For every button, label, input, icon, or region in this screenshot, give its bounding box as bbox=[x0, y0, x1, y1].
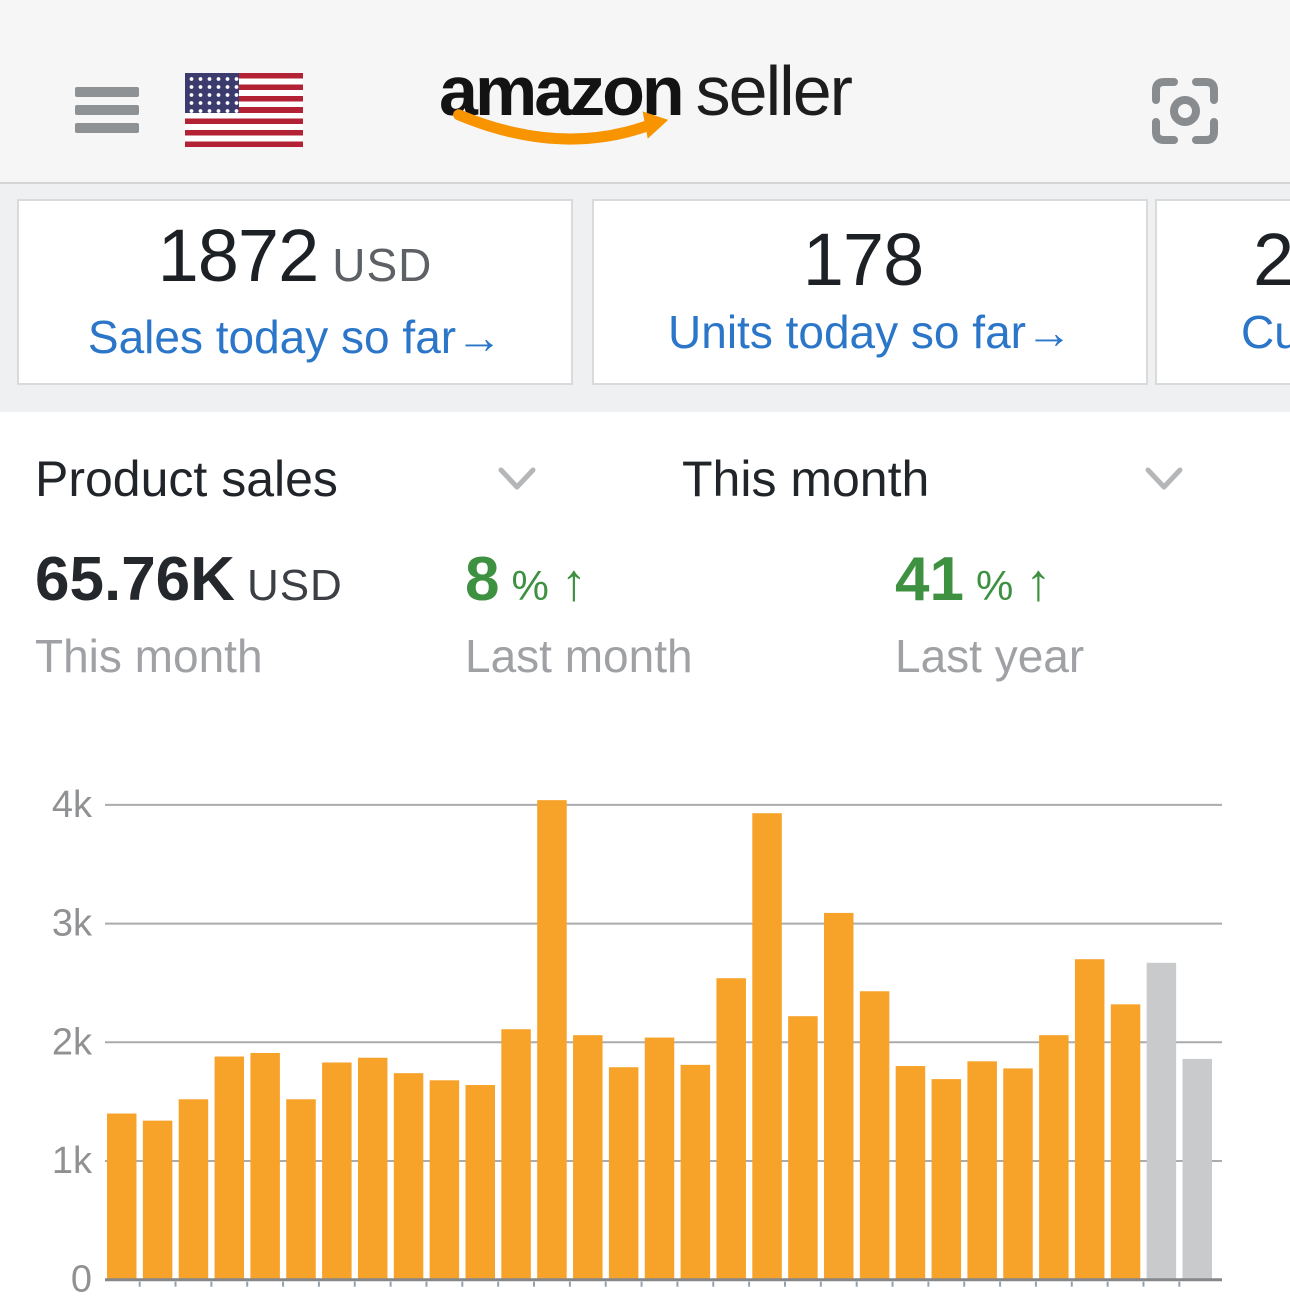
chart-bar[interactable] bbox=[895, 1066, 926, 1280]
svg-text:4k: 4k bbox=[52, 784, 93, 826]
stat-caption: This month bbox=[35, 630, 263, 682]
sales-bar-chart-svg: 0 1k 2k 3k 4k bbox=[52, 784, 1222, 1299]
chart-bar[interactable] bbox=[322, 1062, 352, 1280]
chart-bar[interactable] bbox=[501, 1029, 531, 1280]
chart-bar[interactable] bbox=[680, 1064, 711, 1280]
chart-bar[interactable] bbox=[1003, 1068, 1033, 1280]
chevron-down-icon[interactable] bbox=[1145, 467, 1183, 491]
arrow-right-icon: → bbox=[1025, 306, 1072, 358]
chart-bar[interactable] bbox=[859, 991, 890, 1280]
chart-bar[interactable] bbox=[142, 1120, 173, 1280]
chart-bar[interactable] bbox=[1074, 959, 1105, 1280]
sales-today-value: 1872 bbox=[157, 213, 320, 297]
chart-bar[interactable] bbox=[967, 1061, 997, 1280]
card-value-row: 2 bbox=[1241, 218, 1290, 301]
stat-this-month: 65.76K USD This month bbox=[35, 545, 343, 682]
third-card-value: 2 bbox=[1253, 218, 1290, 301]
chart-bar[interactable] bbox=[752, 813, 782, 1280]
brand-suffix-text: seller bbox=[695, 52, 853, 130]
third-card-link[interactable]: Cu bbox=[1241, 306, 1290, 358]
stat-caption: Last month bbox=[465, 630, 693, 682]
chart-bar[interactable] bbox=[1146, 962, 1177, 1280]
third-card-clipped[interactable]: 2 Cu bbox=[1155, 199, 1290, 385]
camera-scan-icon[interactable] bbox=[1148, 74, 1222, 148]
chart-bar[interactable] bbox=[429, 1080, 460, 1280]
units-today-value: 178 bbox=[802, 218, 924, 301]
chart-bar[interactable] bbox=[1110, 1004, 1141, 1280]
chart-bar[interactable] bbox=[788, 1016, 818, 1280]
svg-text:0: 0 bbox=[71, 1259, 92, 1294]
chart-bar[interactable] bbox=[465, 1085, 496, 1280]
chevron-down-icon[interactable] bbox=[498, 467, 536, 491]
amazon-seller-logo: amazon seller bbox=[439, 52, 853, 145]
stat-vs-last-year: 41 % ↑ Last year bbox=[895, 545, 1085, 682]
svg-text:1k: 1k bbox=[52, 1140, 93, 1182]
arrow-up-icon: ↑ bbox=[560, 554, 587, 612]
stat-unit: USD bbox=[246, 561, 343, 610]
chart-bar[interactable] bbox=[178, 1099, 209, 1280]
app-header: amazon seller bbox=[0, 0, 1290, 184]
sales-today-unit: USD bbox=[332, 238, 433, 291]
stat-caption: Last year bbox=[895, 630, 1085, 682]
chart-bar[interactable] bbox=[1182, 1058, 1213, 1280]
chart-bar[interactable] bbox=[824, 912, 854, 1280]
us-flag-icon[interactable] bbox=[185, 73, 303, 147]
svg-text:3k: 3k bbox=[52, 903, 93, 945]
card-value-row: 178 bbox=[802, 218, 937, 301]
percent-sign: % bbox=[511, 562, 549, 609]
daily-sales-chart[interactable]: 0 1k 2k 3k 4k bbox=[0, 760, 1290, 1299]
sales-today-card[interactable]: 1872 USD Sales today so far→ bbox=[17, 199, 573, 385]
chart-bar[interactable] bbox=[393, 1073, 424, 1280]
chart-bar[interactable] bbox=[716, 978, 746, 1280]
flag-canton bbox=[185, 73, 239, 113]
chart-bar[interactable] bbox=[573, 1035, 603, 1280]
hamburger-menu-icon[interactable] bbox=[75, 87, 139, 133]
svg-text:2k: 2k bbox=[52, 1021, 93, 1063]
sales-today-link[interactable]: Sales today so far→ bbox=[87, 310, 503, 363]
chart-bar[interactable] bbox=[537, 800, 567, 1280]
chart-bar[interactable] bbox=[644, 1037, 675, 1280]
arrow-right-icon: → bbox=[456, 310, 503, 363]
units-today-card[interactable]: 178 Units today so far→ bbox=[592, 199, 1148, 385]
chart-bar[interactable] bbox=[357, 1057, 388, 1280]
summary-cards-strip: 1872 USD Sales today so far→ 178 Units t… bbox=[0, 184, 1290, 412]
chart-bar[interactable] bbox=[608, 1067, 639, 1280]
chart-bar[interactable] bbox=[286, 1099, 316, 1280]
stat-vs-last-month: 8 % ↑ Last month bbox=[465, 545, 693, 682]
amazon-smile-icon bbox=[453, 109, 669, 145]
stat-value: 65.76K bbox=[35, 545, 235, 614]
metric-dropdown[interactable]: Product sales bbox=[35, 451, 338, 507]
chart-bar[interactable] bbox=[250, 1052, 280, 1280]
chart-bar[interactable] bbox=[107, 1113, 137, 1280]
chart-bar[interactable] bbox=[931, 1079, 962, 1280]
percent-sign: % bbox=[975, 562, 1014, 609]
stat-value: 8 bbox=[465, 545, 500, 614]
stat-value: 41 bbox=[895, 545, 964, 614]
units-today-link[interactable]: Units today so far→ bbox=[668, 306, 1072, 358]
brand-word: amazon bbox=[439, 56, 685, 145]
chart-bar[interactable] bbox=[214, 1056, 245, 1280]
arrow-up-icon: ↑ bbox=[1025, 554, 1052, 612]
chart-bar[interactable] bbox=[1039, 1035, 1069, 1280]
period-dropdown[interactable]: This month bbox=[682, 451, 930, 507]
card-value-row: 1872 USD bbox=[157, 213, 433, 297]
